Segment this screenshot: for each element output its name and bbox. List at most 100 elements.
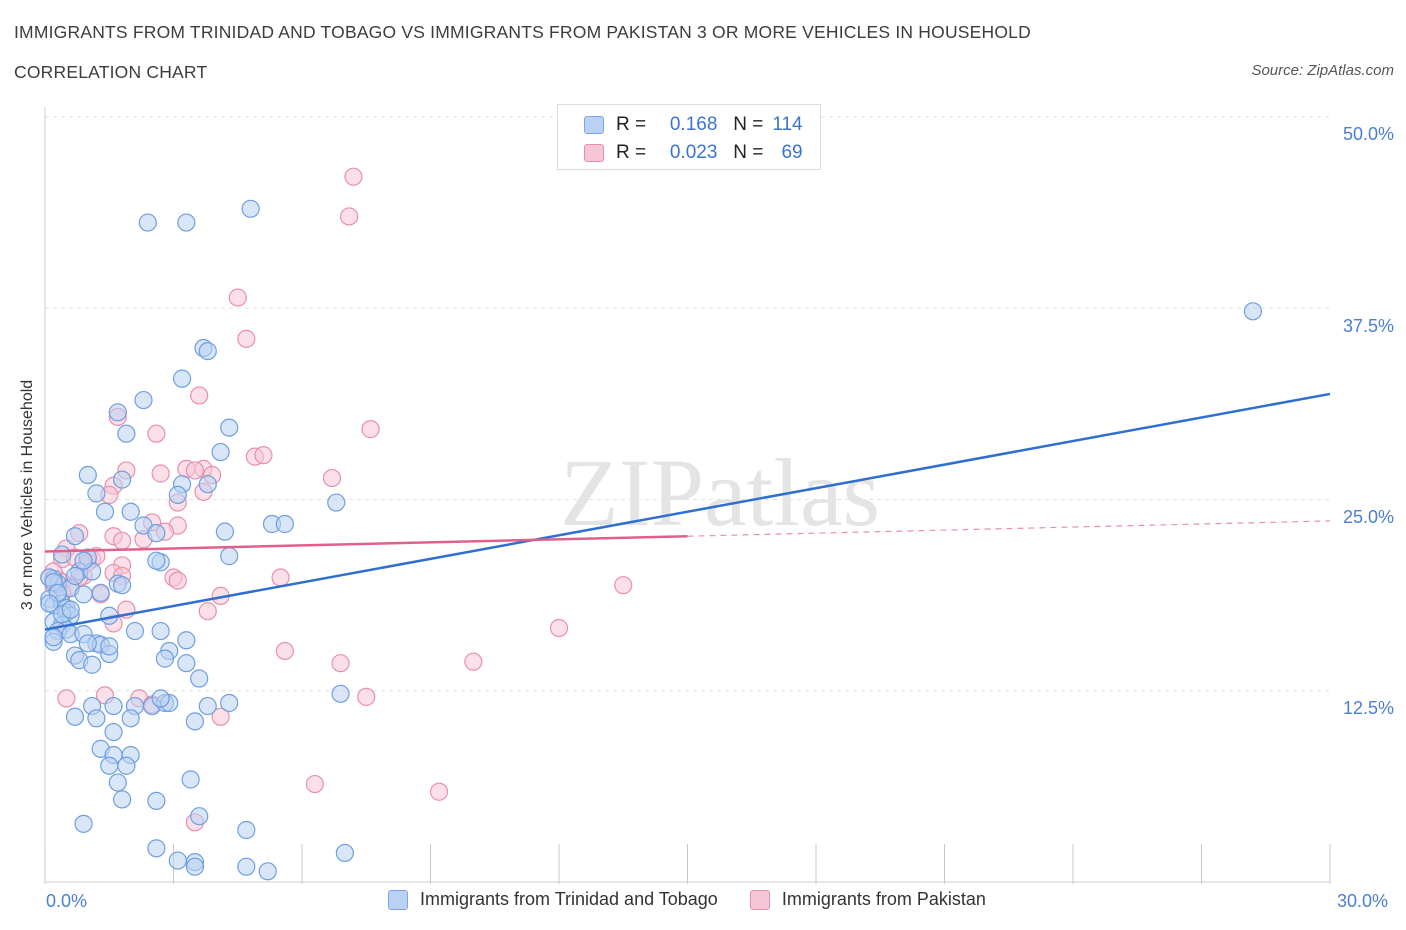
pink-swatch-icon: [749, 889, 770, 910]
data-point: [215, 522, 234, 541]
data-point: [172, 369, 192, 388]
trend-line-pakistan: [44, 534, 688, 553]
data-point: [177, 654, 196, 673]
data-point: [237, 820, 256, 840]
data-point: [108, 773, 127, 792]
data-point: [190, 386, 209, 405]
chart-title: IMMIGRANTS FROM TRINIDAD AND TOBAGO VS I…: [14, 22, 1031, 42]
data-point: [95, 502, 115, 521]
y-tick-12-5: 12.5%: [1342, 698, 1394, 718]
data-point: [108, 403, 127, 422]
data-point: [87, 709, 106, 728]
data-point: [74, 551, 93, 570]
blue-swatch-icon: [584, 116, 604, 134]
r-label: R =: [616, 142, 647, 163]
legend-label: Immigrants from Pakistan: [781, 889, 986, 909]
blue-swatch-icon: [388, 889, 408, 910]
data-point: [40, 594, 59, 613]
data-point: [228, 288, 247, 307]
data-point: [61, 600, 80, 619]
data-point: [357, 687, 376, 706]
data-point: [258, 862, 277, 881]
data-point: [237, 329, 256, 348]
data-point: [181, 770, 200, 789]
data-point: [57, 689, 76, 708]
x-tick-max: 30.0%: [1337, 891, 1389, 911]
data-point: [87, 484, 106, 503]
stats-row-pakistan: R = 0.023 N = 69: [584, 140, 803, 166]
data-point: [151, 464, 170, 483]
y-tick-25: 25.0%: [1342, 507, 1394, 527]
data-point: [134, 390, 153, 410]
y-axis-label: 3 or more Vehicles in Household: [19, 379, 36, 611]
pink-swatch-icon: [584, 144, 604, 162]
series-trinidad: [40, 199, 1263, 881]
data-point: [117, 424, 136, 443]
data-point: [147, 839, 166, 858]
data-point: [211, 442, 230, 462]
data-point: [168, 485, 187, 505]
data-point: [220, 547, 239, 566]
data-point: [44, 628, 63, 647]
series-legend: Immigrants from Trinidad and Tobago Immi…: [388, 889, 1018, 910]
stats-legend: R = 0.168 N = 114 R = 0.023 N = 69: [557, 104, 821, 170]
data-point: [121, 709, 140, 728]
data-point: [614, 576, 633, 595]
data-point: [155, 649, 175, 668]
y-tick-50: 50.0%: [1342, 124, 1394, 144]
data-point: [429, 782, 449, 801]
trend-line-pakistan-extension: [687, 520, 1331, 537]
data-point: [220, 693, 239, 713]
data-point: [185, 857, 205, 876]
data-point: [322, 468, 342, 488]
data-point: [91, 583, 110, 602]
data-point: [74, 585, 93, 604]
trend-lines: [44, 392, 1331, 631]
data-point: [147, 791, 166, 811]
data-point: [198, 602, 217, 621]
data-point: [112, 531, 132, 550]
data-point: [138, 213, 157, 232]
data-point: [275, 514, 294, 534]
data-point: [275, 641, 294, 661]
data-point: [65, 566, 85, 586]
legend-label: Immigrants from Trinidad and Tobago: [420, 889, 718, 909]
x-tick-min: 0.0%: [46, 891, 88, 911]
data-point: [78, 465, 97, 485]
data-point: [100, 637, 119, 656]
legend-item-pakistan[interactable]: Immigrants from Pakistan: [749, 889, 986, 910]
data-point: [65, 527, 85, 546]
data-point: [241, 199, 260, 218]
data-point: [237, 857, 256, 876]
stats-row-trinidad: R = 0.168 N = 114: [584, 112, 803, 138]
legend-item-trinidad[interactable]: Immigrants from Trinidad and Tobago: [388, 889, 718, 910]
watermark: ZIPatlas: [560, 439, 880, 546]
data-point: [549, 618, 569, 638]
source-label: Source: ZipAtlas.com: [1251, 62, 1394, 79]
data-point: [185, 461, 205, 480]
data-point: [78, 634, 97, 653]
data-point: [168, 851, 187, 870]
n-value: 114: [772, 114, 803, 135]
data-point: [100, 756, 119, 775]
data-point: [198, 341, 217, 361]
gridlines: [45, 116, 1330, 692]
data-point: [112, 470, 132, 489]
data-point: [271, 568, 290, 587]
data-point: [112, 576, 132, 595]
data-point: [104, 722, 123, 742]
r-label: R =: [616, 114, 647, 135]
chart-subtitle: CORRELATION CHART: [14, 62, 208, 82]
data-point: [147, 551, 166, 570]
data-point: [125, 621, 145, 641]
data-point: [190, 669, 209, 688]
data-point: [211, 707, 230, 726]
data-point: [254, 446, 273, 465]
data-point: [331, 684, 350, 703]
data-point: [83, 655, 102, 674]
n-label: N =: [733, 114, 764, 135]
data-point: [198, 475, 217, 494]
data-point: [177, 631, 196, 650]
trend-line-trinidad: [44, 392, 1331, 631]
